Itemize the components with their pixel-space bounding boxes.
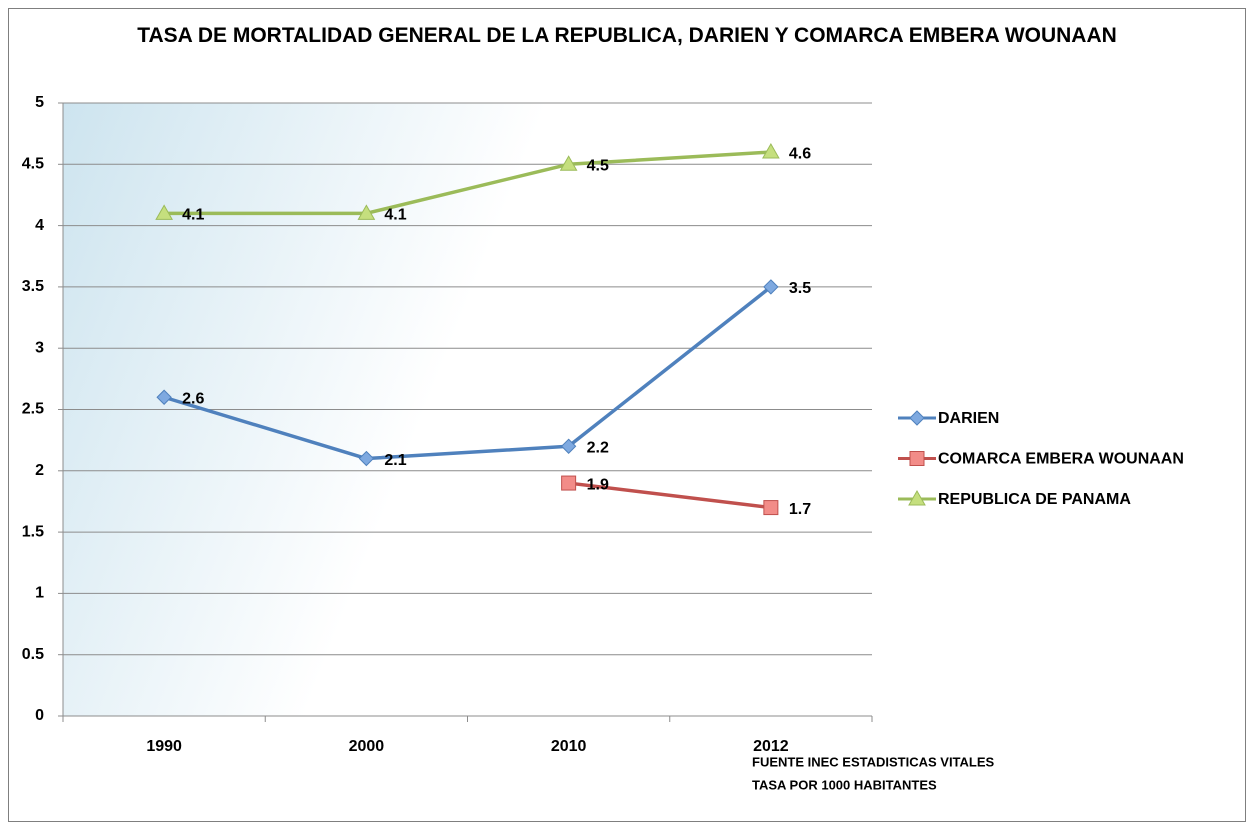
marker [559, 155, 578, 171]
y-tick-label: 0 [35, 707, 44, 724]
marker [561, 475, 577, 491]
marker [762, 143, 780, 159]
chart-title: TASA DE MORTALIDAD GENERAL DE LA REPUBLI… [137, 24, 1117, 47]
marker [908, 489, 926, 506]
marker [357, 204, 376, 220]
legend-label: DARIEN [938, 410, 999, 427]
y-tick-label: 1.5 [22, 523, 44, 540]
y-tick-label: 3 [35, 339, 44, 356]
marker [156, 389, 172, 405]
legend-label: REPUBLICA DE PANAMA [938, 491, 1131, 508]
data-label: 4.1 [182, 207, 204, 224]
data-label: 3.5 [789, 280, 811, 297]
marker [909, 451, 925, 466]
data-label: 2.1 [384, 452, 406, 469]
marker [560, 438, 577, 454]
annotation: FUENTE INEC ESTADISTICAS VITALES [752, 754, 995, 769]
y-tick-label: 5 [35, 94, 44, 111]
y-tick-label: 2.5 [22, 401, 44, 418]
x-tick-label: 2012 [753, 738, 789, 755]
y-tick-label: 3.5 [22, 278, 44, 295]
data-label: 1.9 [587, 476, 609, 493]
data-label: 2.6 [182, 390, 204, 407]
y-tick-label: 1 [35, 585, 44, 602]
marker [155, 204, 173, 220]
legend-label: COMARCA EMBERA WOUNAAN [938, 451, 1184, 468]
marker [358, 450, 375, 467]
data-label: 4.5 [587, 158, 609, 175]
annotation: TASA POR 1000 HABITANTES [752, 777, 937, 792]
data-label: 1.7 [789, 501, 811, 518]
data-label: 4.6 [789, 145, 811, 162]
series-line [568, 481, 772, 510]
series-line [163, 285, 772, 461]
x-tick-label: 2010 [551, 738, 587, 755]
data-label: 2.2 [587, 439, 609, 456]
data-label: 4.1 [384, 207, 406, 224]
x-tick-label: 2000 [349, 738, 385, 755]
y-tick-label: 4 [35, 217, 44, 234]
marker [763, 500, 779, 516]
y-tick-label: 4.5 [22, 156, 44, 173]
chart-border [8, 8, 1246, 822]
marker [909, 410, 925, 426]
y-tick-label: 2 [35, 462, 44, 479]
x-tick-label: 1990 [146, 738, 182, 755]
marker [763, 279, 779, 295]
y-tick-label: 0.5 [22, 646, 44, 663]
series-line [164, 150, 771, 216]
